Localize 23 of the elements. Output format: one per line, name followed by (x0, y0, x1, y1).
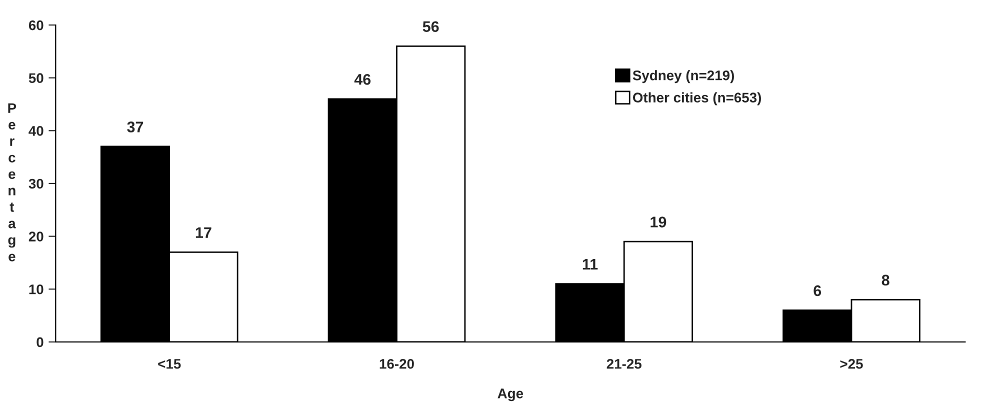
x-tick-label: <15 (158, 359, 181, 369)
x-tick-label: >25 (840, 358, 863, 369)
y-tick-label: 20 (28, 232, 44, 242)
y-tick-label: 50 (28, 73, 44, 84)
data-label: 8 (882, 274, 890, 286)
y-tick-label: 40 (28, 126, 44, 136)
data-label: 17 (196, 227, 212, 238)
legend-label: Sydney (n=219) (632, 70, 734, 84)
y-tick-label: 0 (36, 337, 44, 348)
legend-label: Other cities (n=653) (632, 92, 761, 106)
data-label: 46 (354, 74, 371, 85)
data-label: 11 (582, 259, 598, 270)
data-label: 37 (127, 122, 144, 132)
y-tick-label: 10 (29, 284, 44, 294)
x-axis-title: Age (498, 388, 524, 402)
x-tick-label: 21-25 (606, 358, 642, 369)
data-label: 19 (650, 216, 666, 228)
text: Percentage (8, 103, 16, 262)
y-tick-label: 60 (28, 20, 44, 30)
data-label: 6 (814, 285, 822, 296)
x-tick-label: 16-20 (380, 358, 414, 369)
y-tick-label: 30 (28, 178, 44, 189)
data-label: 56 (422, 21, 439, 32)
